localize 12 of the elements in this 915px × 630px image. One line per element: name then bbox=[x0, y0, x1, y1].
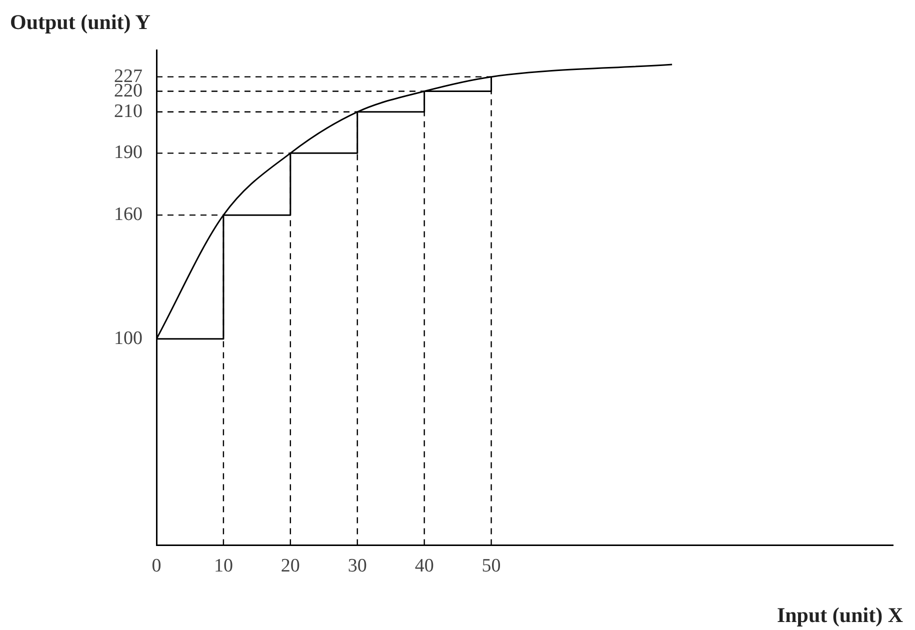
y-tick-label: 100 bbox=[114, 328, 142, 349]
x-axis-title: Input (unit) X bbox=[776, 603, 903, 628]
y-tick-label: 190 bbox=[114, 142, 142, 164]
y-tick-label: 160 bbox=[114, 204, 142, 226]
x-tick-label: 50 bbox=[482, 556, 501, 577]
x-tick-label: 10 bbox=[214, 556, 233, 577]
x-tick-label: 30 bbox=[348, 556, 367, 577]
x-tick-label: 40 bbox=[414, 556, 434, 577]
x-tick-label: 0 bbox=[152, 556, 162, 577]
x-tick-label: 20 bbox=[280, 556, 300, 577]
y-tick-label: 210 bbox=[114, 100, 142, 122]
y-axis-title: Output (unit) Y bbox=[10, 10, 150, 35]
